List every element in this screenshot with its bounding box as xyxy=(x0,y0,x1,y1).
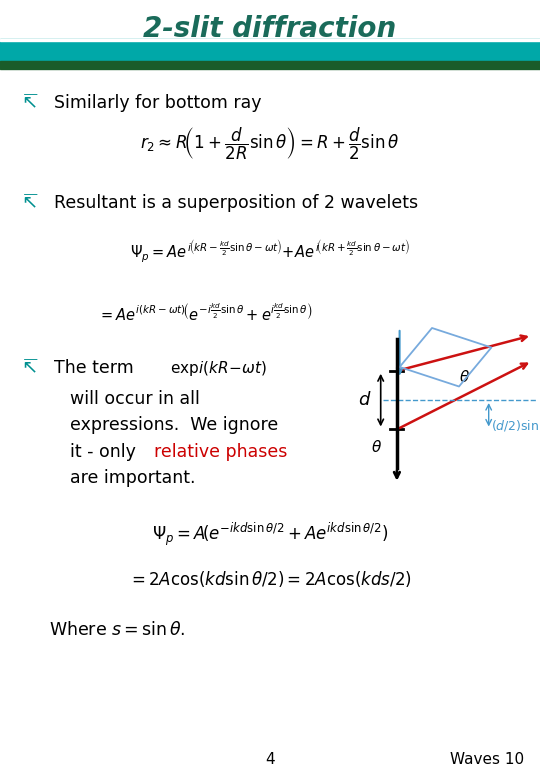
Text: expressions.  We ignore: expressions. We ignore xyxy=(70,416,279,434)
Text: $= 2A\cos(kd\sin\theta/2) = 2A\cos(kds/2)$: $= 2A\cos(kd\sin\theta/2) = 2A\cos(kds/2… xyxy=(128,569,412,589)
Text: $d$: $d$ xyxy=(357,391,372,410)
Bar xyxy=(0,61,540,69)
Text: will occur in all: will occur in all xyxy=(70,390,200,409)
Text: Waves 10: Waves 10 xyxy=(450,752,524,768)
Text: The term: The term xyxy=(54,359,139,378)
Bar xyxy=(0,39,540,41)
Text: $(d/2)\sin\theta$: $(d/2)\sin\theta$ xyxy=(491,417,540,433)
Text: 2-slit diffraction: 2-slit diffraction xyxy=(144,15,396,43)
Text: $r_2 \approx R\!\left(1+\dfrac{d}{2R}\sin\theta\right)=R+\dfrac{d}{2}\sin\theta$: $r_2 \approx R\!\left(1+\dfrac{d}{2R}\si… xyxy=(140,126,400,162)
Text: $\Psi_p = Ae^{\,i\!\left(kR-\frac{kd}{2}\sin\theta-\omega t\right)}$$+ Ae^{\,i\!: $\Psi_p = Ae^{\,i\!\left(kR-\frac{kd}{2}… xyxy=(130,238,410,264)
Text: ↸: ↸ xyxy=(22,193,38,212)
Text: $\mathrm{exp}i(kR\!-\!\omega t)$: $\mathrm{exp}i(kR\!-\!\omega t)$ xyxy=(170,359,267,378)
Text: Where $s = \sin\theta.$: Where $s = \sin\theta.$ xyxy=(49,621,185,640)
Text: relative phases: relative phases xyxy=(154,442,287,461)
Text: 4: 4 xyxy=(265,752,275,768)
Text: $\Psi_p = A\!\left(e^{-ikd\sin\theta/2}+Ae^{ikd\sin\theta/2}\right)$: $\Psi_p = A\!\left(e^{-ikd\sin\theta/2}+… xyxy=(152,520,388,548)
Text: Similarly for bottom ray: Similarly for bottom ray xyxy=(54,94,261,112)
Text: $\theta$: $\theta$ xyxy=(371,438,382,455)
Text: $\theta$: $\theta$ xyxy=(459,369,470,385)
Text: Resultant is a superposition of 2 wavelets: Resultant is a superposition of 2 wavele… xyxy=(54,193,418,212)
Text: $= Ae^{i(kR-\omega t)}\!\left(e^{-i\frac{kd}{2}\sin\theta}+e^{i\frac{kd}{2}\sin\: $= Ae^{i(kR-\omega t)}\!\left(e^{-i\frac… xyxy=(98,302,313,322)
Bar xyxy=(0,39,540,61)
Text: are important.: are important. xyxy=(70,469,195,488)
Text: ↸: ↸ xyxy=(22,359,38,378)
Text: ↸: ↸ xyxy=(22,94,38,112)
Text: it - only: it - only xyxy=(70,442,141,461)
